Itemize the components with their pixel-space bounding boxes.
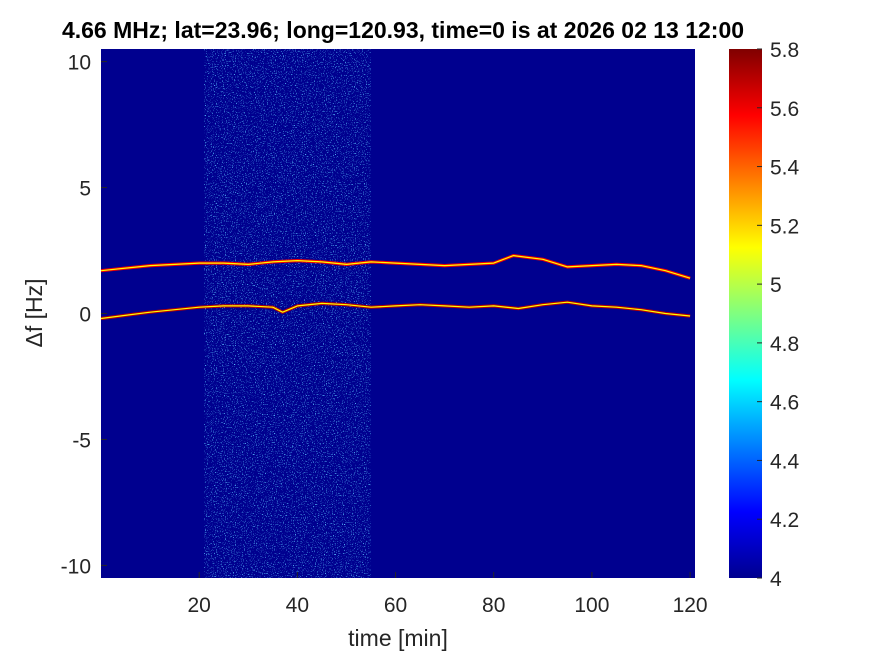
x-tick-label: 40 — [286, 594, 309, 617]
colorbar-tick-label: 5.8 — [770, 39, 799, 62]
colorbar-tick-label: 4.4 — [770, 450, 800, 473]
y-axis: 10 5 0 -5 -10 — [61, 52, 107, 578]
y-tick-label: -5 — [72, 429, 91, 452]
noise-band — [204, 49, 371, 578]
colorbar-tick-label: 4.6 — [770, 392, 799, 415]
y-tick-label: 10 — [68, 52, 91, 75]
x-tick-label: 120 — [673, 594, 708, 617]
colorbar-tick-label: 5 — [770, 274, 782, 297]
y-tick-label: 0 — [79, 304, 91, 327]
x-tick-label: 80 — [482, 594, 505, 617]
colorbar-ticks: 5.8 5.6 5.4 5.2 5 4.8 4.6 4.4 4.2 4 — [757, 39, 800, 591]
trace-upper-core — [101, 255, 691, 279]
chart-title: 4.66 MHz; lat=23.96; long=120.93, time=0… — [62, 17, 744, 43]
colorbar-tick-label: 4.8 — [770, 333, 799, 356]
x-tick-label: 100 — [574, 594, 609, 617]
colorbar-gradient — [729, 49, 762, 578]
heatmap-background — [101, 49, 695, 578]
colorbar: 5.8 5.6 5.4 5.2 5 4.8 4.6 4.4 4.2 4 — [729, 39, 800, 591]
colorbar-tick-label: 5.4 — [770, 157, 800, 180]
colorbar-tick-label: 5.2 — [770, 215, 799, 238]
x-tick-label: 20 — [188, 594, 211, 617]
y-axis-label: Δf [Hz] — [21, 278, 47, 347]
colorbar-tick-label: 4.2 — [770, 509, 799, 532]
colorbar-tick-label: 5.6 — [770, 98, 799, 121]
x-axis-label: time [min] — [348, 625, 448, 651]
x-axis: 20 40 60 80 100 120 — [188, 572, 708, 617]
y-tick-label: 5 — [79, 178, 91, 201]
trace-lower-core — [101, 301, 691, 320]
y-tick-label: -10 — [61, 555, 91, 578]
colorbar-tick-label: 4 — [770, 568, 782, 591]
plot-area — [101, 49, 695, 578]
x-tick-label: 60 — [384, 594, 407, 617]
